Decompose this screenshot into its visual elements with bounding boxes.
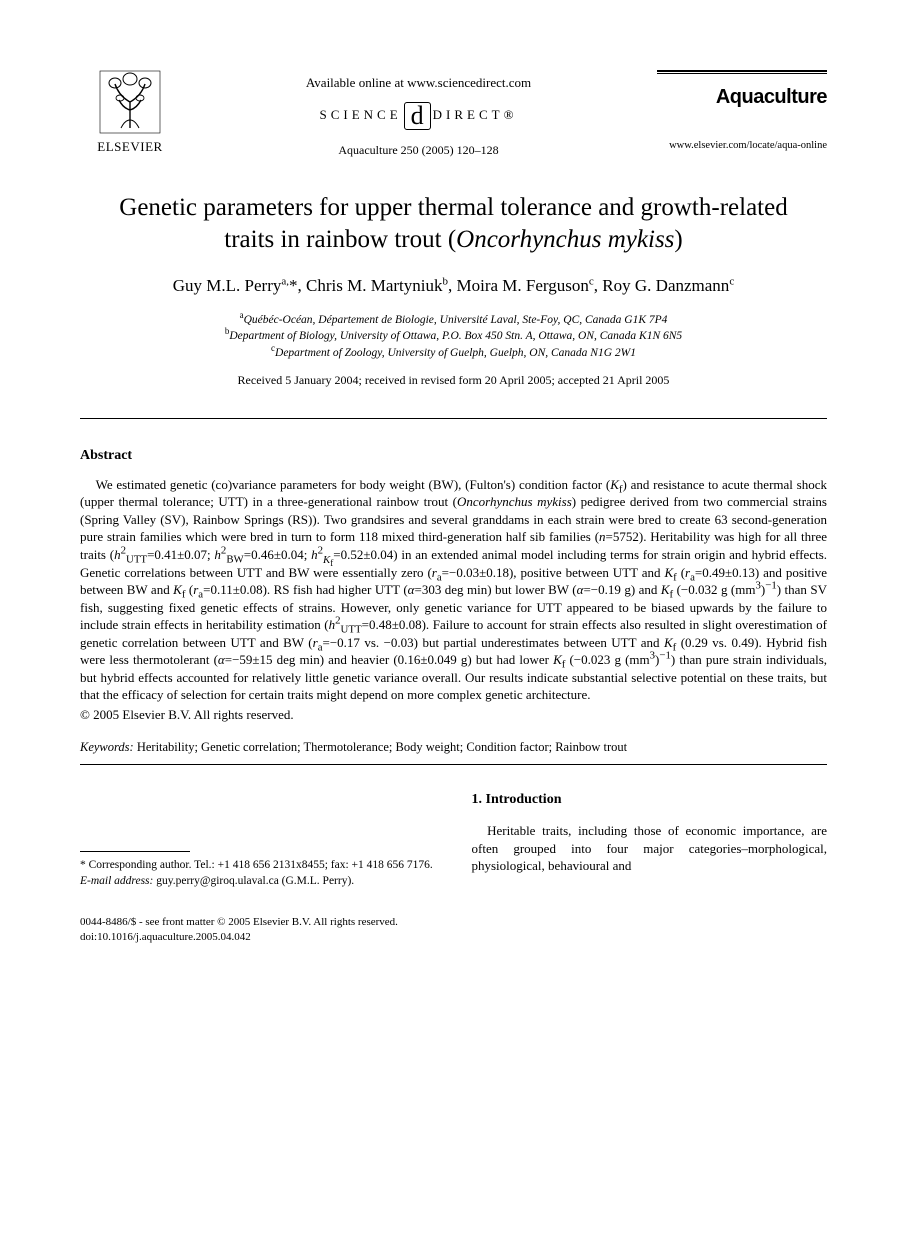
body-columns: * Corresponding author. Tel.: +1 418 656… xyxy=(80,791,827,889)
authors-line: Guy M.L. Perrya,*, Chris M. Martyniukb, … xyxy=(80,275,827,298)
publisher-block: ELSEVIER xyxy=(80,70,180,156)
available-online-text: Available online at www.sciencedirect.co… xyxy=(180,74,657,92)
article-title: Genetic parameters for upper thermal tol… xyxy=(80,192,827,257)
title-line2-post: ) xyxy=(674,226,682,253)
footnote-email: E-mail address: guy.perry@giroq.ulaval.c… xyxy=(80,874,436,890)
right-column: 1. Introduction Heritable traits, includ… xyxy=(472,791,828,889)
elsevier-tree-logo xyxy=(99,70,161,134)
footnote-email-value: guy.perry@giroq.ulaval.ca (G.M.L. Perry)… xyxy=(153,875,354,887)
footer-line2: doi:10.1016/j.aquaculture.2005.04.042 xyxy=(80,930,827,945)
footnote-email-label: E-mail address: xyxy=(80,875,153,887)
title-line2-pre: traits in rainbow trout ( xyxy=(224,226,456,253)
divider-top xyxy=(80,418,827,419)
section-1-body: Heritable traits, including those of eco… xyxy=(472,822,828,875)
header-center: Available online at www.sciencedirect.co… xyxy=(180,70,657,158)
affiliation-a: aQuébéc-Océan, Département de Biologie, … xyxy=(80,312,827,329)
left-column: * Corresponding author. Tel.: +1 418 656… xyxy=(80,791,436,889)
divider-bottom xyxy=(80,764,827,765)
sciencedirect-logo: SCIENCEdDIRECT® xyxy=(180,102,657,130)
affiliations: aQuébéc-Océan, Département de Biologie, … xyxy=(80,312,827,362)
affiliation-b-text: Department of Biology, University of Ott… xyxy=(229,330,682,342)
abstract-body: We estimated genetic (co)variance parame… xyxy=(80,476,827,704)
sd-logo-at-icon: d xyxy=(404,102,431,130)
abstract-heading: Abstract xyxy=(80,447,827,466)
abstract-text: We estimated genetic (co)variance parame… xyxy=(80,476,827,704)
journal-name: Aquaculture xyxy=(657,84,827,111)
publisher-name: ELSEVIER xyxy=(80,138,180,156)
article-dates: Received 5 January 2004; received in rev… xyxy=(80,372,827,388)
section-1-heading: 1. Introduction xyxy=(472,791,828,810)
journal-url: www.elsevier.com/locate/aqua-online xyxy=(657,139,827,153)
corresponding-footnote: * Corresponding author. Tel.: +1 418 656… xyxy=(80,858,436,889)
copyright-line: © 2005 Elsevier B.V. All rights reserved… xyxy=(80,706,827,724)
intro-paragraph: Heritable traits, including those of eco… xyxy=(472,822,828,875)
footnote-rule xyxy=(80,851,190,852)
page-header: ELSEVIER Available online at www.science… xyxy=(80,70,827,158)
sd-logo-left: SCIENCE xyxy=(320,107,402,122)
journal-block: Aquaculture www.elsevier.com/locate/aqua… xyxy=(657,70,827,153)
keywords-line: Keywords: Heritability; Genetic correlat… xyxy=(80,739,827,756)
keywords-label: Keywords: xyxy=(80,740,134,754)
journal-rule-icon xyxy=(657,70,827,74)
page-footer: 0044-8486/$ - see front matter © 2005 El… xyxy=(80,915,827,945)
footer-line1: 0044-8486/$ - see front matter © 2005 El… xyxy=(80,915,827,930)
affiliation-c: cDepartment of Zoology, University of Gu… xyxy=(80,345,827,362)
title-species: Oncorhynchus mykiss xyxy=(456,226,674,253)
affiliation-c-text: Department of Zoology, University of Gue… xyxy=(275,347,636,359)
affiliation-a-text: Québéc-Océan, Département de Biologie, U… xyxy=(244,314,668,326)
affiliation-b: bDepartment of Biology, University of Ot… xyxy=(80,328,827,345)
keywords-value: Heritability; Genetic correlation; Therm… xyxy=(134,740,627,754)
sd-logo-right: DIRECT® xyxy=(433,107,518,122)
title-line1: Genetic parameters for upper thermal tol… xyxy=(119,194,787,221)
citation-line: Aquaculture 250 (2005) 120–128 xyxy=(180,142,657,158)
footnote-corresponding: * Corresponding author. Tel.: +1 418 656… xyxy=(80,858,436,874)
